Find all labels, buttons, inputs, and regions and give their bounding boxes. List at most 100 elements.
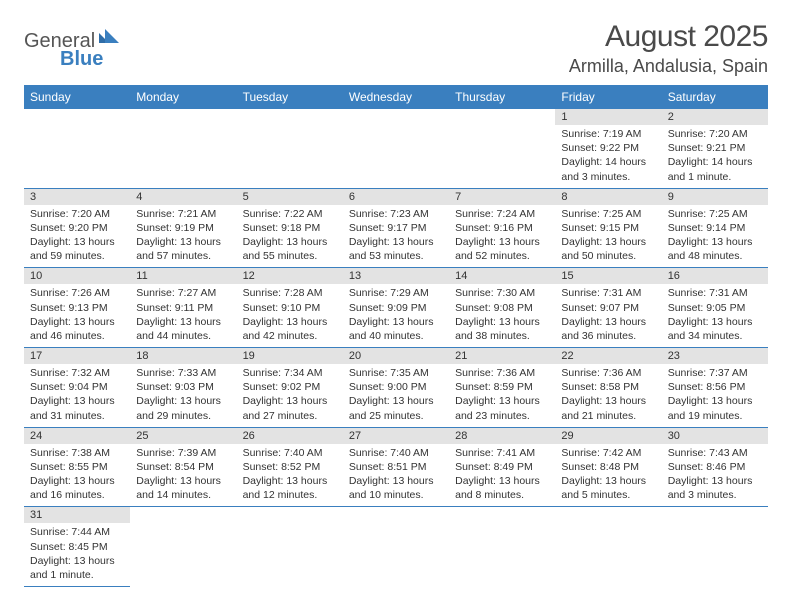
- daylight-line: Daylight: 13 hours and 16 minutes.: [30, 474, 124, 502]
- day-number: 31: [24, 507, 130, 523]
- sunset-line: Sunset: 8:51 PM: [349, 460, 443, 474]
- day-details: Sunrise: 7:36 AMSunset: 8:58 PMDaylight:…: [555, 364, 661, 427]
- day-number: 30: [662, 428, 768, 444]
- calendar-row: 3Sunrise: 7:20 AMSunset: 9:20 PMDaylight…: [24, 188, 768, 268]
- sunrise-line: Sunrise: 7:40 AM: [349, 446, 443, 460]
- sunrise-line: Sunrise: 7:27 AM: [136, 286, 230, 300]
- sunset-line: Sunset: 8:54 PM: [136, 460, 230, 474]
- day-details: Sunrise: 7:28 AMSunset: 9:10 PMDaylight:…: [237, 284, 343, 347]
- day-number: 10: [24, 268, 130, 284]
- day-cell: 31Sunrise: 7:44 AMSunset: 8:45 PMDayligh…: [24, 507, 130, 587]
- day-details: Sunrise: 7:44 AMSunset: 8:45 PMDaylight:…: [24, 523, 130, 586]
- empty-cell: [449, 507, 555, 587]
- sunrise-line: Sunrise: 7:25 AM: [668, 207, 762, 221]
- daylight-line: Daylight: 13 hours and 36 minutes.: [561, 315, 655, 343]
- sunrise-line: Sunrise: 7:40 AM: [243, 446, 337, 460]
- day-number: 18: [130, 348, 236, 364]
- sunrise-line: Sunrise: 7:43 AM: [668, 446, 762, 460]
- day-details: Sunrise: 7:25 AMSunset: 9:15 PMDaylight:…: [555, 205, 661, 268]
- day-cell: 4Sunrise: 7:21 AMSunset: 9:19 PMDaylight…: [130, 188, 236, 268]
- sunrise-line: Sunrise: 7:34 AM: [243, 366, 337, 380]
- daylight-line: Daylight: 13 hours and 46 minutes.: [30, 315, 124, 343]
- empty-cell: [555, 507, 661, 587]
- empty-cell: [237, 507, 343, 587]
- day-details: Sunrise: 7:21 AMSunset: 9:19 PMDaylight:…: [130, 205, 236, 268]
- sunrise-line: Sunrise: 7:42 AM: [561, 446, 655, 460]
- day-details: Sunrise: 7:33 AMSunset: 9:03 PMDaylight:…: [130, 364, 236, 427]
- calendar-title: August 2025: [569, 20, 768, 54]
- day-number: 5: [237, 189, 343, 205]
- sunset-line: Sunset: 8:52 PM: [243, 460, 337, 474]
- sunrise-line: Sunrise: 7:39 AM: [136, 446, 230, 460]
- daylight-line: Daylight: 13 hours and 10 minutes.: [349, 474, 443, 502]
- calendar-row: 1Sunrise: 7:19 AMSunset: 9:22 PMDaylight…: [24, 109, 768, 188]
- sunset-line: Sunset: 8:48 PM: [561, 460, 655, 474]
- day-details: Sunrise: 7:43 AMSunset: 8:46 PMDaylight:…: [662, 444, 768, 507]
- sunset-line: Sunset: 8:56 PM: [668, 380, 762, 394]
- day-cell: 17Sunrise: 7:32 AMSunset: 9:04 PMDayligh…: [24, 348, 130, 428]
- day-number: 23: [662, 348, 768, 364]
- empty-cell: [343, 507, 449, 587]
- daylight-line: Daylight: 13 hours and 25 minutes.: [349, 394, 443, 422]
- day-number: 28: [449, 428, 555, 444]
- daylight-line: Daylight: 14 hours and 3 minutes.: [561, 155, 655, 183]
- sunrise-line: Sunrise: 7:25 AM: [561, 207, 655, 221]
- calendar-table: Sunday Monday Tuesday Wednesday Thursday…: [24, 85, 768, 587]
- daylight-line: Daylight: 13 hours and 50 minutes.: [561, 235, 655, 263]
- day-number: 16: [662, 268, 768, 284]
- day-cell: 3Sunrise: 7:20 AMSunset: 9:20 PMDaylight…: [24, 188, 130, 268]
- sunset-line: Sunset: 9:00 PM: [349, 380, 443, 394]
- sunset-line: Sunset: 9:09 PM: [349, 301, 443, 315]
- day-cell: 5Sunrise: 7:22 AMSunset: 9:18 PMDaylight…: [237, 188, 343, 268]
- calendar-row: 10Sunrise: 7:26 AMSunset: 9:13 PMDayligh…: [24, 268, 768, 348]
- daylight-line: Daylight: 13 hours and 8 minutes.: [455, 474, 549, 502]
- sunrise-line: Sunrise: 7:22 AM: [243, 207, 337, 221]
- day-cell: 7Sunrise: 7:24 AMSunset: 9:16 PMDaylight…: [449, 188, 555, 268]
- sunrise-line: Sunrise: 7:31 AM: [561, 286, 655, 300]
- day-number: 24: [24, 428, 130, 444]
- sunset-line: Sunset: 8:58 PM: [561, 380, 655, 394]
- daylight-line: Daylight: 13 hours and 27 minutes.: [243, 394, 337, 422]
- daylight-line: Daylight: 13 hours and 12 minutes.: [243, 474, 337, 502]
- day-number: 25: [130, 428, 236, 444]
- day-number: 6: [343, 189, 449, 205]
- sunrise-line: Sunrise: 7:37 AM: [668, 366, 762, 380]
- daylight-line: Daylight: 13 hours and 42 minutes.: [243, 315, 337, 343]
- calendar-body: 1Sunrise: 7:19 AMSunset: 9:22 PMDaylight…: [24, 109, 768, 587]
- daylight-line: Daylight: 13 hours and 23 minutes.: [455, 394, 549, 422]
- sunset-line: Sunset: 9:15 PM: [561, 221, 655, 235]
- day-details: Sunrise: 7:42 AMSunset: 8:48 PMDaylight:…: [555, 444, 661, 507]
- sunrise-line: Sunrise: 7:36 AM: [561, 366, 655, 380]
- day-header-tue: Tuesday: [237, 85, 343, 109]
- day-header-wed: Wednesday: [343, 85, 449, 109]
- day-cell: 14Sunrise: 7:30 AMSunset: 9:08 PMDayligh…: [449, 268, 555, 348]
- day-cell: 24Sunrise: 7:38 AMSunset: 8:55 PMDayligh…: [24, 427, 130, 507]
- day-cell: 9Sunrise: 7:25 AMSunset: 9:14 PMDaylight…: [662, 188, 768, 268]
- day-number: 22: [555, 348, 661, 364]
- sunset-line: Sunset: 8:55 PM: [30, 460, 124, 474]
- sunset-line: Sunset: 9:07 PM: [561, 301, 655, 315]
- day-cell: 25Sunrise: 7:39 AMSunset: 8:54 PMDayligh…: [130, 427, 236, 507]
- empty-cell: [130, 507, 236, 587]
- day-number: 26: [237, 428, 343, 444]
- sunrise-line: Sunrise: 7:31 AM: [668, 286, 762, 300]
- calendar-row: 17Sunrise: 7:32 AMSunset: 9:04 PMDayligh…: [24, 348, 768, 428]
- day-details: Sunrise: 7:22 AMSunset: 9:18 PMDaylight:…: [237, 205, 343, 268]
- sunrise-line: Sunrise: 7:19 AM: [561, 127, 655, 141]
- day-details: Sunrise: 7:37 AMSunset: 8:56 PMDaylight:…: [662, 364, 768, 427]
- day-details: Sunrise: 7:27 AMSunset: 9:11 PMDaylight:…: [130, 284, 236, 347]
- empty-cell: [662, 507, 768, 587]
- day-details: Sunrise: 7:32 AMSunset: 9:04 PMDaylight:…: [24, 364, 130, 427]
- sunset-line: Sunset: 9:18 PM: [243, 221, 337, 235]
- day-details: Sunrise: 7:30 AMSunset: 9:08 PMDaylight:…: [449, 284, 555, 347]
- daylight-line: Daylight: 14 hours and 1 minute.: [668, 155, 762, 183]
- daylight-line: Daylight: 13 hours and 52 minutes.: [455, 235, 549, 263]
- sunset-line: Sunset: 9:22 PM: [561, 141, 655, 155]
- day-header-mon: Monday: [130, 85, 236, 109]
- sunset-line: Sunset: 8:45 PM: [30, 540, 124, 554]
- sunset-line: Sunset: 9:08 PM: [455, 301, 549, 315]
- sunrise-line: Sunrise: 7:32 AM: [30, 366, 124, 380]
- sunrise-line: Sunrise: 7:33 AM: [136, 366, 230, 380]
- day-number: 8: [555, 189, 661, 205]
- sunrise-line: Sunrise: 7:44 AM: [30, 525, 124, 539]
